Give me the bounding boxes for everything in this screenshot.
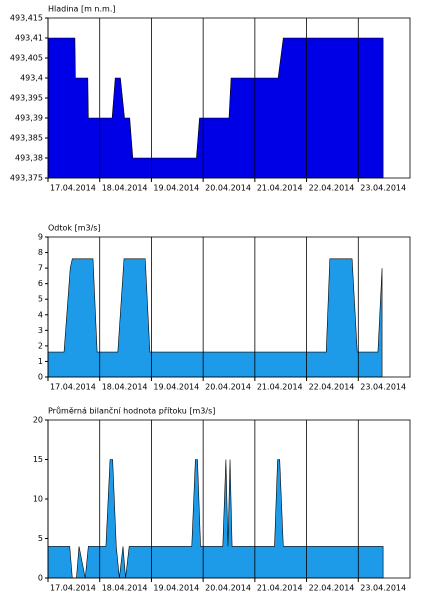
x-tick-label: 17.04.2014 [50,184,96,193]
y-tick-label: 0 [38,574,43,583]
x-tick-label: 23.04.2014 [360,584,406,593]
y-tick-label: 493,4 [20,74,43,83]
x-tick-label: 22.04.2014 [309,383,355,392]
y-tick-label: 7 [38,264,43,273]
y-tick-label: 493,415 [10,14,43,23]
x-tick-label: 23.04.2014 [360,184,406,193]
y-tick-label: 1 [38,357,43,366]
y-tick-label: 8 [38,248,43,257]
chart-title: Odtok [m3/s] [48,224,101,233]
x-tick-label: 19.04.2014 [153,383,199,392]
x-tick-label: 19.04.2014 [153,184,199,193]
x-tick-label: 22.04.2014 [309,584,355,593]
y-tick-label: 6 [38,279,43,288]
y-tick-label: 0 [38,373,43,382]
y-tick-label: 493,39 [15,114,43,123]
y-tick-label: 493,405 [10,54,43,63]
y-tick-label: 9 [38,233,43,242]
x-tick-label: 18.04.2014 [102,184,148,193]
x-tick-label: 18.04.2014 [102,584,148,593]
y-tick-label: 4 [38,310,43,319]
area [47,459,384,579]
chart-title: Průměrná bilanční hodnota přítoku [m3/s] [48,406,215,416]
x-tick-label: 17.04.2014 [50,383,96,392]
x-tick-label: 22.04.2014 [309,184,355,193]
chart-title: Hladina [m n.m.] [48,5,115,14]
x-tick-label: 20.04.2014 [205,184,251,193]
x-tick-label: 21.04.2014 [257,383,303,392]
x-tick-label: 18.04.2014 [102,383,148,392]
y-tick-label: 493,41 [15,34,43,43]
y-tick-label: 20 [33,416,43,425]
x-tick-label: 23.04.2014 [360,383,406,392]
y-tick-label: 2 [38,341,43,350]
y-tick-label: 493,375 [10,174,43,183]
y-tick-label: 493,385 [10,134,43,143]
x-tick-label: 20.04.2014 [205,383,251,392]
y-tick-label: 5 [38,295,43,304]
y-tick-label: 10 [33,495,43,504]
y-tick-label: 493,395 [10,94,43,103]
y-tick-label: 3 [38,326,43,335]
x-tick-label: 17.04.2014 [50,584,96,593]
y-tick-label: 493,38 [15,154,43,163]
x-tick-label: 20.04.2014 [205,584,251,593]
y-tick-label: 15 [33,455,43,464]
area [47,258,383,378]
x-tick-label: 21.04.2014 [257,184,303,193]
x-tick-label: 19.04.2014 [153,584,199,593]
plot-border [47,419,411,579]
y-tick-label: 5 [38,534,43,543]
area [47,37,384,179]
x-tick-label: 21.04.2014 [257,584,303,593]
plot-border [47,17,411,179]
plot-border [47,236,411,378]
